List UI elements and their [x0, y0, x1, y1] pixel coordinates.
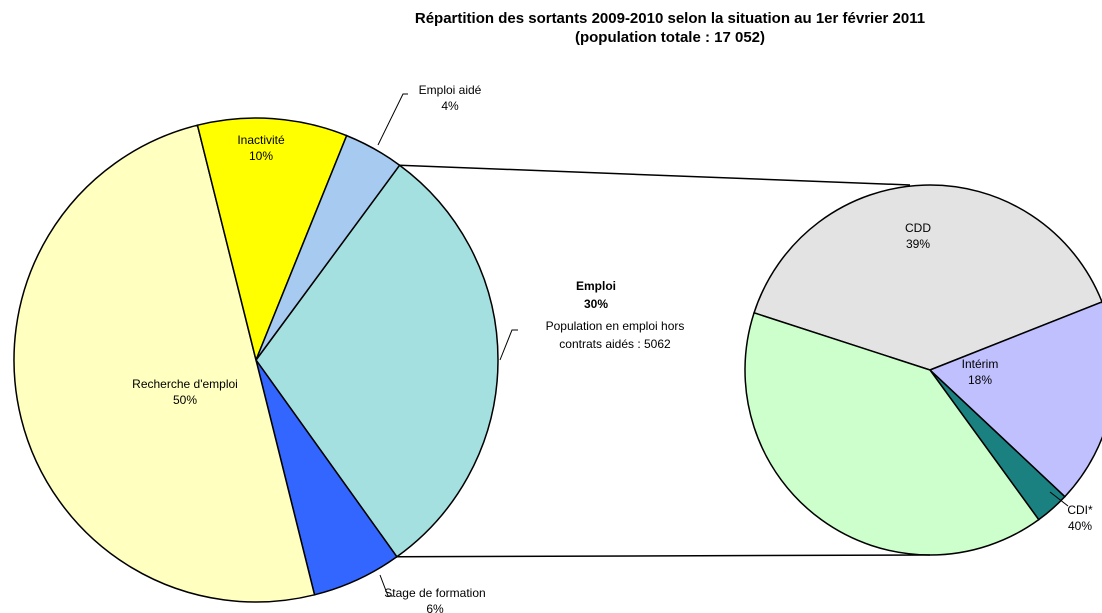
chart-subtitle: (population totale : 17 052) [575, 29, 765, 46]
pie-slice [13, 124, 316, 603]
leader-line [1049, 491, 1069, 507]
slice-label: Inactivité [237, 133, 285, 147]
pie-slice [744, 311, 1040, 556]
slice-value-label: 18% [968, 373, 992, 387]
slice-value-label: 50% [173, 393, 197, 407]
pie-slice [928, 301, 1102, 498]
pie-slice [196, 117, 348, 363]
connector-line [399, 164, 911, 186]
slice-value-label: 6% [426, 602, 444, 613]
chart-title: Répartition des sortants 2009-2010 selon… [415, 10, 925, 27]
slice-label: Emploi [576, 279, 616, 293]
annotation: contrats aidés : 5062 [559, 337, 671, 351]
slice-value-label: 4% [441, 99, 459, 113]
pie-slice [753, 184, 1102, 371]
pie-slice [255, 134, 401, 361]
annotation: Population en emploi hors [546, 319, 685, 333]
slice-label: Intérim [962, 357, 999, 371]
slice-label: Recherche d'emploi [132, 377, 238, 391]
slice-value-label: 40% [1068, 519, 1092, 533]
pie-slice [255, 164, 499, 558]
leader-line [379, 574, 393, 597]
leader-line [377, 93, 408, 146]
connector-line [396, 554, 931, 558]
slice-label: Stage de formation [384, 586, 485, 600]
slice-label: CDI* [1067, 503, 1093, 517]
slice-label: Emploi aidé [419, 83, 482, 97]
slice-value-label: 39% [906, 237, 930, 251]
slice-value-label: 10% [249, 149, 273, 163]
leader-line [499, 329, 518, 361]
slice-label: CDD [905, 221, 931, 235]
slice-value-label: 30% [584, 297, 608, 311]
